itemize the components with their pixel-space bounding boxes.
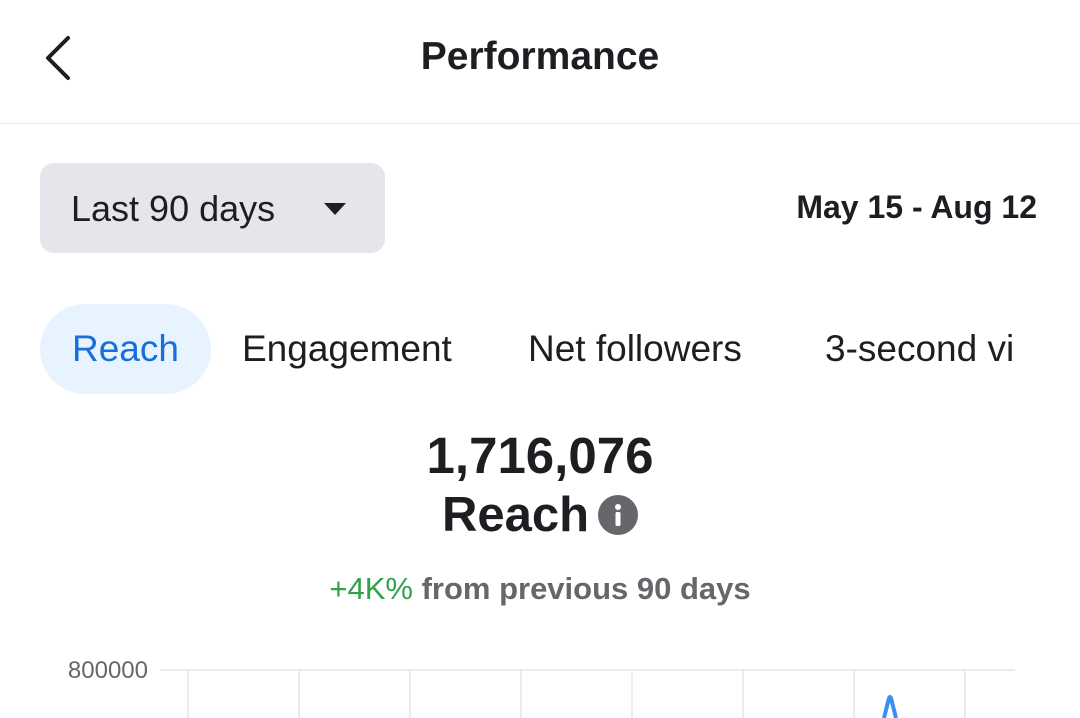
change-value: +4K% <box>329 571 413 606</box>
tab[interactable]: Engagement <box>242 328 452 369</box>
metric-value: 1,716,076 <box>426 427 654 484</box>
date-filter[interactable]: Last 90 days <box>40 163 385 253</box>
tab[interactable]: Reach <box>72 328 179 369</box>
reach-line <box>882 695 898 718</box>
tab-active-bg <box>40 304 211 394</box>
caret <box>324 203 346 215</box>
y-tick-label: 800000 <box>68 657 148 684</box>
page-title: Performance <box>420 35 660 78</box>
chart: 800000 <box>68 657 1015 718</box>
change-line: +4K% from previous 90 days <box>0 571 1080 607</box>
date-range: May 15 - Aug 12 <box>796 189 1037 225</box>
tab[interactable]: 3-second vi <box>825 328 1015 369</box>
back-button[interactable] <box>40 30 80 86</box>
metric-label: Reach <box>442 488 590 542</box>
info-icon[interactable] <box>598 495 638 535</box>
filter-label: Last 90 days <box>71 188 276 229</box>
tab[interactable]: Net followers <box>528 328 742 369</box>
change-text: from previous 90 days <box>421 571 751 606</box>
header-divider <box>0 123 1080 124</box>
